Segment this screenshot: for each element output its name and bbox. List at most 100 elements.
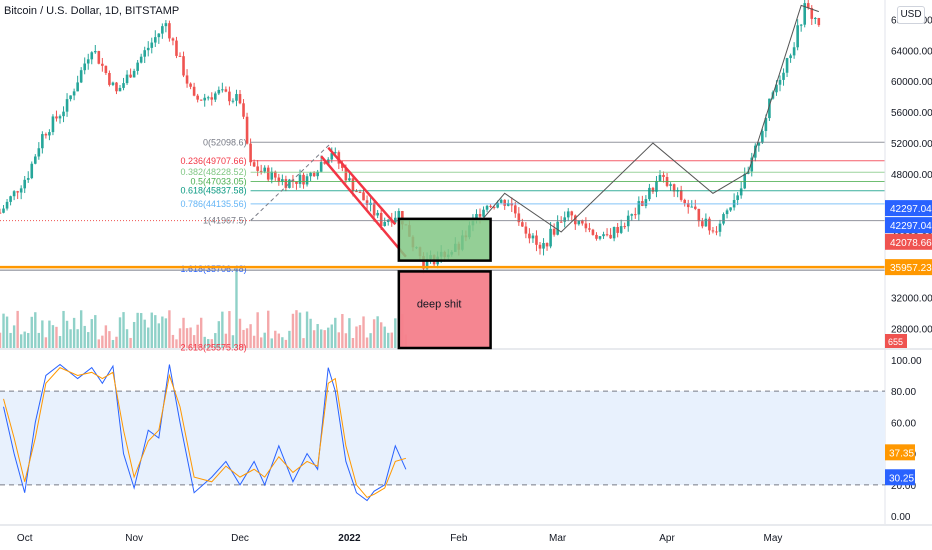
volume-bar — [387, 332, 390, 348]
candle — [326, 159, 330, 164]
candle — [602, 234, 605, 237]
volume-bar — [34, 312, 37, 348]
candle — [273, 171, 277, 178]
candle — [563, 217, 567, 222]
volume-bar — [245, 328, 249, 348]
candle — [111, 82, 115, 85]
candle — [65, 99, 69, 112]
candle — [217, 89, 221, 94]
volume-bar — [189, 327, 192, 348]
candle — [690, 206, 694, 208]
candle — [101, 63, 104, 66]
volume-bar — [252, 335, 256, 348]
volume-bar — [111, 339, 115, 348]
candle — [245, 116, 249, 144]
fib-label: 0.786(44135.56) — [181, 199, 247, 209]
volume-bar — [9, 332, 12, 348]
candle — [266, 167, 270, 180]
candle — [651, 187, 655, 192]
candle — [552, 228, 556, 235]
candle — [309, 172, 312, 177]
candle — [55, 116, 58, 119]
candle — [358, 191, 362, 193]
volume-bar — [30, 316, 33, 348]
deep-shit-label: deep shit — [417, 298, 462, 310]
volume-bar — [228, 311, 231, 348]
volume-bar — [224, 333, 228, 348]
candle — [496, 202, 499, 208]
volume-bar — [348, 318, 351, 348]
volume-bar — [16, 310, 19, 348]
candle — [178, 55, 182, 57]
candle — [295, 181, 298, 184]
candle — [221, 89, 224, 91]
volume-bar — [87, 332, 90, 348]
volume-bar — [196, 324, 199, 348]
candle — [376, 212, 379, 216]
volume-bar — [210, 339, 213, 348]
candle — [23, 179, 27, 189]
volume-bar — [319, 329, 323, 348]
candle — [150, 42, 154, 48]
candle — [531, 235, 535, 239]
candle — [189, 83, 192, 87]
candle — [213, 93, 217, 100]
currency-button[interactable]: USD — [897, 6, 925, 24]
volume-bar — [330, 324, 333, 348]
channel-line-lower — [320, 155, 407, 258]
candle — [566, 211, 570, 218]
candle — [693, 206, 697, 209]
price-label: 42297.04 — [890, 204, 932, 215]
volume-bar — [231, 335, 235, 348]
candle — [761, 131, 764, 143]
fib-trend-line — [250, 141, 333, 222]
candle — [573, 215, 577, 225]
candle — [789, 55, 792, 59]
volume-bar — [309, 318, 312, 348]
volume-bar — [362, 316, 365, 348]
volume-bar — [379, 322, 383, 348]
volume-bar — [341, 314, 344, 348]
candle — [351, 178, 355, 192]
time-tick: 2022 — [338, 533, 361, 544]
volume-bar — [263, 332, 266, 348]
volume-bar — [171, 334, 175, 348]
volume-bar — [101, 335, 104, 348]
candle — [132, 70, 136, 78]
volume-bar — [185, 328, 189, 348]
candle — [196, 95, 199, 100]
volume-bar — [277, 333, 281, 348]
candle — [648, 187, 651, 200]
candle — [288, 179, 291, 188]
price-tick: 60000.00 — [891, 77, 932, 88]
candle — [270, 171, 274, 180]
candle — [238, 94, 242, 104]
candle — [796, 25, 799, 48]
volume-bar — [27, 333, 30, 348]
candle — [263, 167, 267, 172]
candle — [672, 184, 676, 192]
candle — [669, 184, 672, 186]
candle — [76, 82, 79, 92]
stoch-tick: 0.00 — [891, 512, 911, 523]
volume-bar — [305, 311, 309, 348]
candle — [79, 70, 83, 83]
price-label: 42078.66 — [890, 238, 932, 249]
volume-bar — [90, 319, 93, 348]
price-label: 42297.04 — [890, 221, 932, 232]
candle — [778, 79, 782, 85]
candle — [97, 51, 101, 64]
volume-bar — [115, 336, 118, 348]
volume-bar — [192, 335, 196, 348]
volume-bar — [365, 337, 369, 348]
candle — [341, 163, 344, 168]
volume-bar — [390, 332, 393, 348]
volume-bar — [108, 331, 111, 348]
candle — [489, 205, 492, 207]
volume-bar — [358, 325, 362, 348]
price-label-bg — [885, 200, 932, 217]
price-tick: 48000.00 — [891, 170, 932, 181]
candle — [122, 83, 125, 88]
candle — [595, 234, 598, 239]
